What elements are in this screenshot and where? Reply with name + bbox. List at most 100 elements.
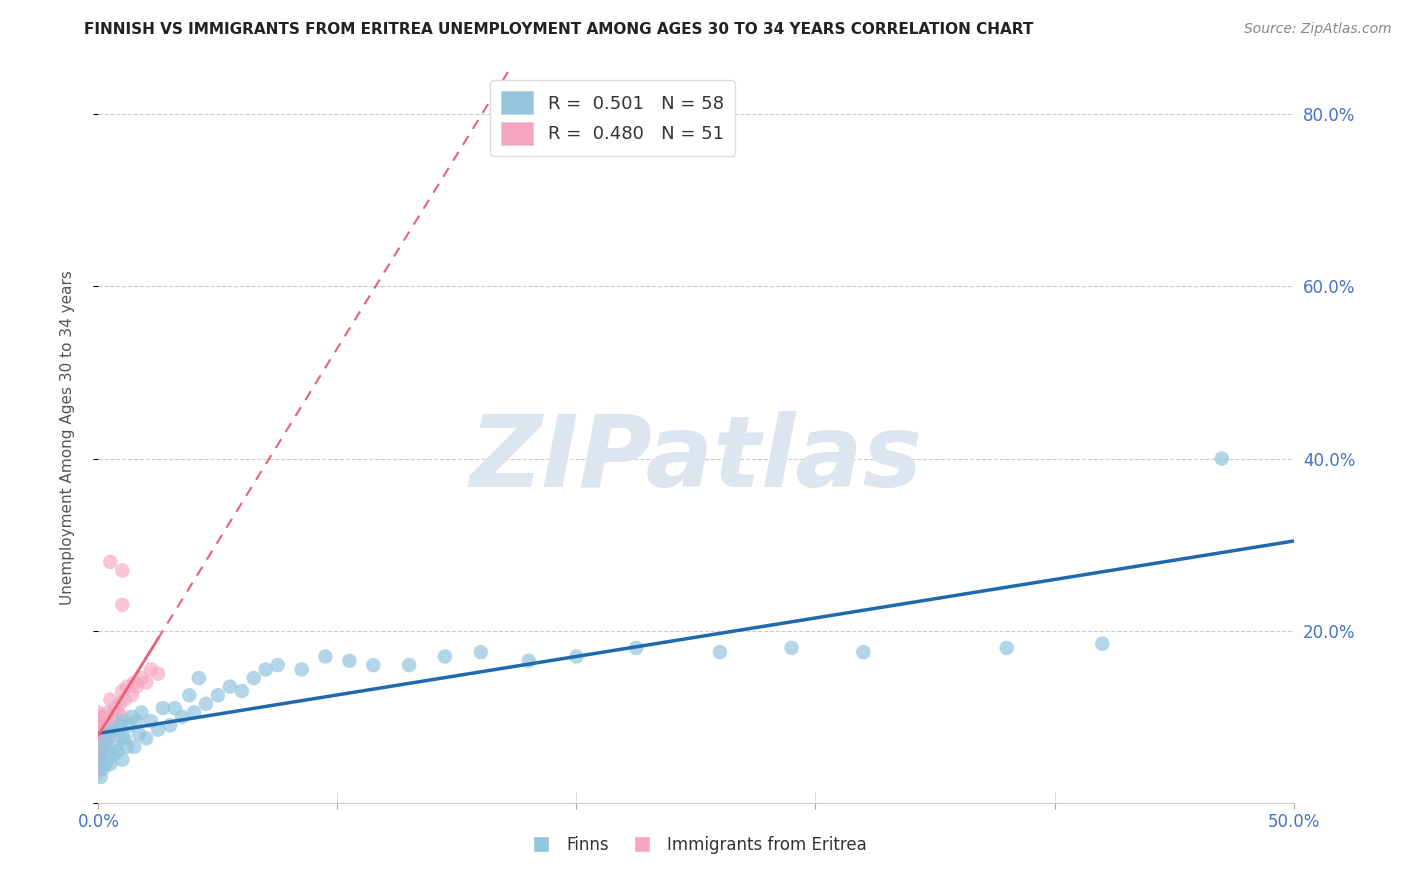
Point bbox=[339, 654, 361, 668]
Point bbox=[91, 761, 114, 775]
Point bbox=[254, 662, 277, 676]
Point bbox=[104, 739, 127, 754]
Point bbox=[87, 710, 110, 724]
Point bbox=[125, 680, 148, 694]
Point bbox=[87, 757, 110, 772]
Text: FINNISH VS IMMIGRANTS FROM ERITREA UNEMPLOYMENT AMONG AGES 30 TO 34 YEARS CORREL: FINNISH VS IMMIGRANTS FROM ERITREA UNEMP… bbox=[84, 22, 1033, 37]
Point bbox=[87, 718, 110, 732]
Point bbox=[139, 662, 162, 676]
Point bbox=[91, 735, 114, 749]
Point bbox=[94, 727, 117, 741]
Point bbox=[87, 757, 110, 772]
Point bbox=[995, 640, 1018, 655]
Point bbox=[231, 684, 253, 698]
Point bbox=[114, 731, 136, 746]
Point bbox=[107, 706, 129, 720]
Point bbox=[183, 706, 205, 720]
Point bbox=[87, 753, 110, 767]
Text: ZIPatlas: ZIPatlas bbox=[470, 410, 922, 508]
Point bbox=[363, 658, 385, 673]
Point bbox=[94, 735, 117, 749]
Point bbox=[135, 675, 157, 690]
Point bbox=[148, 666, 170, 681]
Point bbox=[87, 765, 110, 780]
Point bbox=[87, 744, 110, 758]
Point bbox=[87, 739, 110, 754]
Point bbox=[87, 748, 110, 763]
Point bbox=[91, 739, 114, 754]
Point bbox=[94, 710, 117, 724]
Point bbox=[195, 697, 218, 711]
Point bbox=[852, 645, 875, 659]
Point bbox=[87, 727, 110, 741]
Point bbox=[517, 654, 540, 668]
Point bbox=[243, 671, 266, 685]
Point bbox=[87, 714, 110, 728]
Point bbox=[148, 723, 170, 737]
Point bbox=[315, 649, 337, 664]
Point bbox=[121, 688, 143, 702]
Point bbox=[470, 645, 492, 659]
Point bbox=[101, 748, 124, 763]
Point bbox=[90, 744, 112, 758]
Point bbox=[101, 723, 124, 737]
Point bbox=[1091, 637, 1114, 651]
Point bbox=[131, 671, 153, 685]
Point bbox=[98, 555, 122, 569]
Point bbox=[87, 744, 110, 758]
Point bbox=[114, 692, 136, 706]
Point bbox=[98, 757, 122, 772]
Point bbox=[87, 748, 110, 763]
Point bbox=[104, 701, 127, 715]
Point bbox=[90, 770, 112, 784]
Point bbox=[111, 753, 134, 767]
Point bbox=[87, 714, 110, 728]
Point bbox=[179, 688, 201, 702]
Point bbox=[87, 731, 110, 746]
Point bbox=[128, 727, 150, 741]
Point bbox=[159, 718, 181, 732]
Point bbox=[90, 723, 112, 737]
Point bbox=[111, 714, 134, 728]
Point bbox=[87, 731, 110, 746]
Point bbox=[152, 701, 174, 715]
Point bbox=[87, 718, 110, 732]
Point bbox=[124, 675, 146, 690]
Y-axis label: Unemployment Among Ages 30 to 34 years: Unemployment Among Ages 30 to 34 years bbox=[60, 269, 75, 605]
Point bbox=[91, 714, 114, 728]
Point bbox=[124, 739, 146, 754]
Point bbox=[107, 744, 129, 758]
Point bbox=[94, 757, 117, 772]
Legend: Finns, Immigrants from Eritrea: Finns, Immigrants from Eritrea bbox=[519, 829, 873, 860]
Point bbox=[398, 658, 420, 673]
Point bbox=[98, 692, 122, 706]
Point bbox=[139, 714, 162, 728]
Point bbox=[187, 671, 209, 685]
Point bbox=[135, 731, 157, 746]
Point bbox=[111, 684, 134, 698]
Point bbox=[111, 564, 134, 578]
Point bbox=[97, 731, 120, 746]
Point bbox=[115, 739, 138, 754]
Point bbox=[125, 714, 148, 728]
Point bbox=[101, 714, 124, 728]
Point bbox=[219, 680, 242, 694]
Point bbox=[626, 640, 648, 655]
Point bbox=[87, 761, 110, 775]
Point bbox=[87, 706, 110, 720]
Point bbox=[111, 598, 134, 612]
Text: Source: ZipAtlas.com: Source: ZipAtlas.com bbox=[1244, 22, 1392, 37]
Point bbox=[121, 710, 143, 724]
Point bbox=[118, 718, 141, 732]
Point bbox=[291, 662, 314, 676]
Point bbox=[98, 718, 122, 732]
Point bbox=[98, 727, 122, 741]
Point bbox=[111, 710, 134, 724]
Point bbox=[108, 697, 131, 711]
Point bbox=[111, 731, 134, 746]
Point bbox=[97, 706, 120, 720]
Point bbox=[97, 748, 120, 763]
Point bbox=[87, 739, 110, 754]
Point bbox=[709, 645, 731, 659]
Point bbox=[172, 710, 194, 724]
